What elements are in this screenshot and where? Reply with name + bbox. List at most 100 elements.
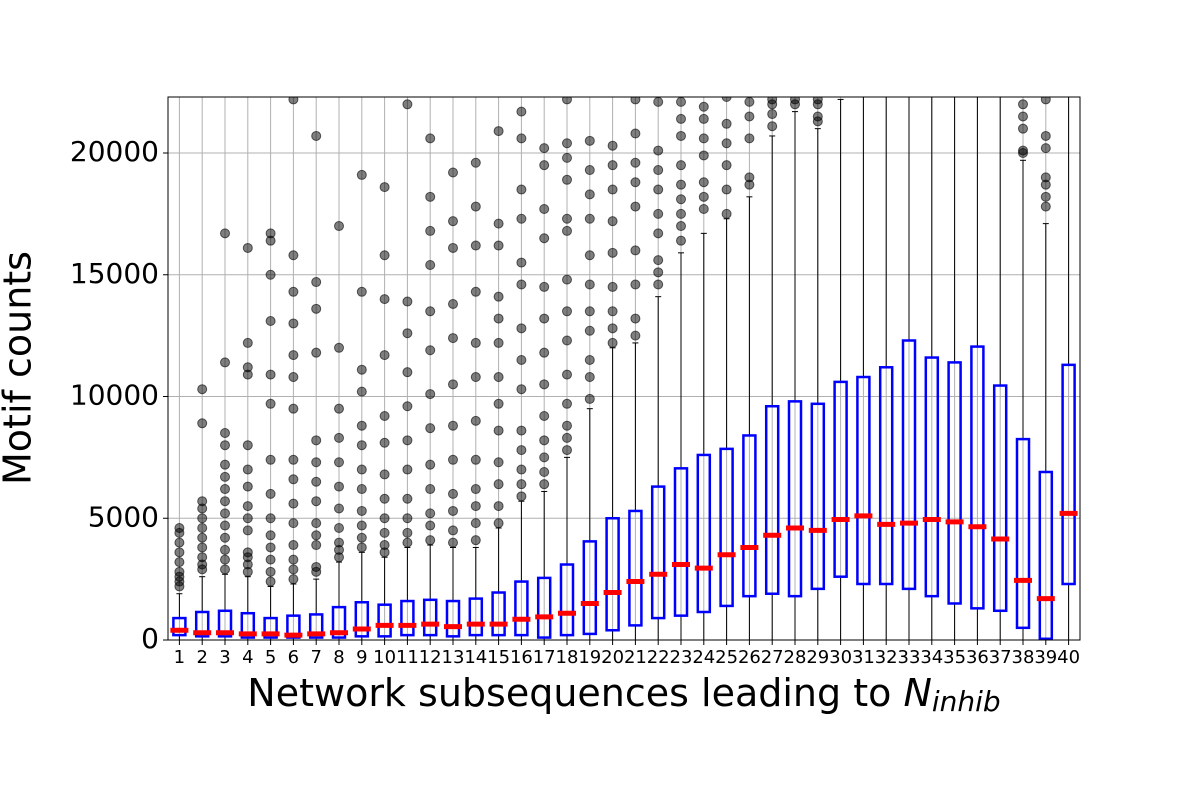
box [400, 599, 415, 637]
outlier [288, 454, 299, 465]
outlier [356, 364, 367, 375]
outlier [197, 532, 208, 543]
outlier [356, 484, 367, 495]
outlier [607, 216, 618, 227]
outlier [562, 432, 572, 443]
outlier [425, 260, 436, 271]
outlier [562, 398, 572, 409]
y-axis-label: Motif counts [0, 251, 40, 485]
outlier [653, 165, 664, 176]
outlier [197, 522, 208, 533]
outlier [334, 432, 344, 443]
outlier [311, 277, 322, 288]
outlier [220, 564, 230, 575]
outlier [562, 213, 572, 224]
outlier [516, 323, 527, 334]
box [491, 591, 506, 637]
box [1015, 437, 1031, 630]
x-tick-label: 31 [852, 647, 875, 668]
outlier [197, 513, 208, 524]
x-tick-label: 18 [556, 647, 579, 668]
y-tick-label: 15000 [70, 257, 159, 290]
outlier [539, 281, 550, 292]
outlier [402, 493, 413, 504]
outlier [265, 513, 276, 524]
outlier [493, 337, 504, 348]
outlier [470, 201, 481, 212]
outlier [698, 191, 709, 202]
outlier [562, 225, 572, 236]
outlier [448, 505, 458, 516]
outlier [1040, 172, 1051, 183]
x-axis-label-symbol: N [903, 671, 931, 715]
outlier [653, 145, 664, 156]
box [468, 597, 484, 637]
x-tick-label: 33 [898, 647, 921, 668]
box [1061, 363, 1076, 586]
outlier [470, 157, 481, 168]
outlier [493, 501, 504, 512]
outlier [470, 337, 481, 348]
y-tick-label: 0 [141, 622, 159, 655]
outlier [607, 247, 618, 258]
outlier [242, 362, 253, 373]
outlier [448, 379, 458, 390]
box [217, 609, 233, 638]
outlier [539, 479, 550, 490]
box [514, 580, 529, 637]
outlier [379, 410, 390, 421]
box [628, 509, 643, 627]
outlier [607, 281, 618, 292]
x-tick-label: 4 [242, 647, 253, 668]
box [719, 447, 734, 608]
outlier [539, 160, 550, 171]
box [833, 380, 848, 578]
box [764, 404, 780, 595]
outlier [676, 179, 686, 190]
outlier [288, 403, 299, 414]
outlier [448, 333, 458, 344]
outlier [425, 345, 436, 356]
box [172, 616, 187, 637]
outlier [470, 240, 481, 251]
x-tick-label: 14 [464, 647, 487, 668]
outlier [288, 350, 299, 361]
outlier [288, 250, 299, 261]
outlier [174, 537, 185, 548]
outlier [1018, 99, 1028, 110]
box [856, 375, 871, 586]
outlier [470, 484, 481, 495]
outlier [584, 325, 595, 336]
outlier [630, 157, 641, 168]
outlier [425, 535, 436, 546]
outlier [197, 552, 208, 563]
outlier [539, 233, 550, 244]
outlier [584, 250, 595, 261]
outlier [265, 530, 276, 541]
outlier [1040, 143, 1051, 154]
box [582, 540, 598, 636]
x-tick-label: 19 [578, 647, 601, 668]
x-axis-label-text: Network subsequences leading to [247, 671, 903, 715]
box [377, 603, 392, 638]
outlier [1040, 130, 1051, 141]
outlier [744, 133, 755, 144]
outlier [607, 160, 618, 171]
x-tick-label: 17 [533, 647, 556, 668]
x-tick-label: 37 [989, 647, 1012, 668]
outlier [220, 554, 230, 565]
outlier [721, 208, 732, 219]
outlier [334, 522, 344, 533]
box [422, 598, 438, 637]
outlier [653, 267, 664, 278]
outlier [744, 97, 755, 107]
outlier [311, 130, 322, 141]
outlier [265, 269, 276, 280]
x-tick-label: 23 [670, 647, 693, 668]
outlier [516, 384, 527, 395]
box [970, 345, 985, 610]
outlier [288, 318, 299, 329]
outlier [448, 488, 458, 499]
y-tick-label: 20000 [70, 135, 159, 168]
outlier [311, 347, 322, 358]
